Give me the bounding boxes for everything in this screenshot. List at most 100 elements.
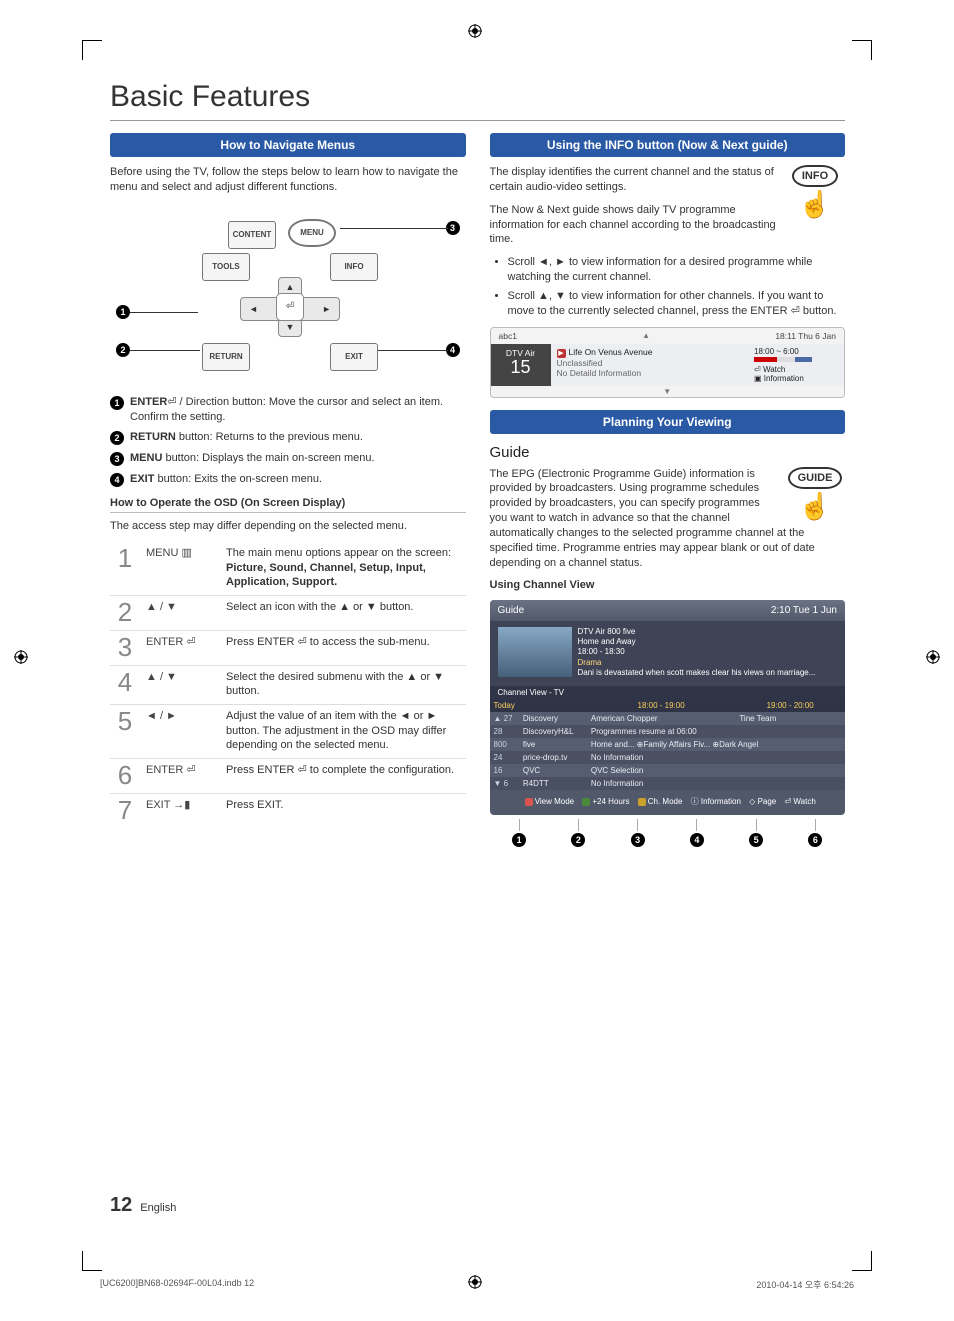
gw-thumbnail: [498, 627, 572, 677]
connector: [130, 312, 198, 313]
epg-detail: No Detaild Information: [557, 368, 743, 378]
osd-step-num: 6: [110, 759, 140, 794]
remote-return-button: RETURN: [202, 343, 250, 371]
gw-ch-num: ▼ 6: [490, 777, 519, 790]
gw-slot2: 19:00 - 20:00: [735, 699, 845, 712]
callout-3: 3 MENU button: Displays the main on-scre…: [110, 451, 466, 466]
callout-label: EXIT: [130, 473, 154, 485]
gw-prog: QVC Selection: [587, 764, 845, 777]
gw-prog: Tine Team: [735, 712, 845, 725]
gw-ch-name: five: [519, 738, 587, 751]
info-bullets: Scroll ◄, ► to view information for a de…: [490, 255, 846, 318]
gw-marker-circles: 123456: [490, 833, 846, 849]
gw-prog: American Chopper: [587, 712, 735, 725]
osd-step-symbol: ▲ / ▼: [140, 596, 220, 631]
gw-ch-num: ▲ 27: [490, 712, 519, 725]
info-button-graphic: INFO ☝: [785, 165, 845, 217]
gw-title: Guide: [498, 605, 525, 616]
epg-timespan: 18:00 ~ 6:00: [754, 347, 838, 356]
osd-step-symbol: ▲ / ▼: [140, 665, 220, 705]
legend-dot: [582, 798, 590, 806]
osd-step-text: Select an icon with the ▲ or ▼ button.: [220, 596, 466, 631]
osd-step-num: 7: [110, 793, 140, 827]
osd-step-num: 1: [110, 542, 140, 595]
epg-rating: Unclassified: [557, 358, 743, 368]
gw-desc: Dani is devastated when scott makes clea…: [578, 668, 816, 678]
gw-ch-num: 28: [490, 725, 519, 738]
callout-text: button: Returns to the previous menu.: [176, 431, 363, 443]
epg-channel-name: abc1: [499, 331, 517, 341]
gw-ch-num: 24: [490, 751, 519, 764]
osd-step-symbol: ENTER ⏎: [140, 630, 220, 665]
gw-row: ▲ 27DiscoveryAmerican ChopperTine Team: [490, 712, 846, 725]
crop-mark: [852, 1251, 872, 1271]
bullet-item: Scroll ◄, ► to view information for a de…: [508, 255, 846, 285]
gw-ch-name: QVC: [519, 764, 587, 777]
gw-marker-lines: [490, 815, 846, 833]
legend-dot: [638, 798, 646, 806]
crop-mark: [82, 1251, 102, 1271]
osd-step-text: Press ENTER ⏎ to access the sub-menu.: [220, 630, 466, 665]
registration-mark: [468, 24, 482, 38]
callout-num: 2: [110, 431, 124, 445]
osd-step-text: Press EXIT.: [220, 793, 466, 827]
epg-strip: abc1 ▲ 18:11 Thu 6 Jan DTV Air 15 ▶Life …: [490, 327, 846, 398]
gw-genre: Drama: [578, 658, 816, 668]
gw-ch-name: Discovery: [519, 712, 587, 725]
osd-steps-table: 1MENU ▥The main menu options appear on t…: [110, 542, 466, 828]
legend-page-icon: ◇: [749, 797, 755, 806]
gw-row: 16QVCQVC Selection: [490, 764, 846, 777]
gw-slot1: 18:00 - 19:00: [587, 699, 735, 712]
osd-step-num: 5: [110, 705, 140, 759]
gw-row: 24price-drop.tvNo Information: [490, 751, 846, 764]
registration-mark: [14, 650, 28, 664]
osd-step-num: 4: [110, 665, 140, 705]
dpad-enter: ⏎: [276, 293, 304, 321]
hand-icon: ☝: [799, 491, 831, 521]
connector: [130, 350, 200, 351]
remote-dpad: ▲▼ ◄► ⏎: [240, 277, 340, 337]
callout-marker-2: 2: [116, 343, 130, 357]
legend-text: Information: [701, 797, 741, 806]
epg-progress-bar: [754, 357, 812, 362]
callout-num: 3: [110, 452, 124, 466]
gw-today: Today: [490, 699, 519, 712]
legend-watch-icon: ⏎: [784, 797, 791, 806]
using-channel-view-heading: Using Channel View: [490, 579, 846, 594]
gw-legend: View Mode +24 Hours Ch. Mode ⓘ Informati…: [490, 790, 846, 815]
hand-icon: ☝: [799, 189, 831, 219]
guide-heading: Guide: [490, 444, 846, 461]
gw-row: ▼ 6R4DTTNo Information: [490, 777, 846, 790]
osd-step-text: Press ENTER ⏎ to complete the configurat…: [220, 759, 466, 794]
osd-step-num: 3: [110, 630, 140, 665]
section-header-navigate: How to Navigate Menus: [110, 133, 466, 157]
info-pill-label: INFO: [792, 165, 838, 187]
osd-step-row: 3ENTER ⏎Press ENTER ⏎ to access the sub-…: [110, 630, 466, 665]
guide-widget: Guide 2:10 Tue 1 Jun DTV Air 800 five Ho…: [490, 600, 846, 816]
osd-heading: How to Operate the OSD (On Screen Displa…: [110, 497, 466, 513]
osd-step-row: 5◄ / ►Adjust the value of an item with t…: [110, 705, 466, 759]
legend-text: +24 Hours: [592, 797, 629, 806]
osd-step-symbol: MENU ▥: [140, 542, 220, 595]
osd-step-symbol: EXIT →▮: [140, 793, 220, 827]
gw-cv-label: Channel View - TV: [490, 686, 846, 699]
legend-text: Ch. Mode: [648, 797, 683, 806]
legend-info-icon: ⓘ: [691, 797, 699, 806]
callout-label: MENU: [130, 452, 162, 464]
legend-text: Page: [758, 797, 777, 806]
guide-button-graphic: GUIDE ☝: [785, 467, 845, 519]
print-footer: [UC6200]BN68-02694F-00L04.indb 12 2010-0…: [100, 1278, 854, 1291]
remote-content-button: CONTENT: [228, 221, 276, 249]
up-arrow-icon: ▲: [642, 331, 650, 340]
osd-step-row: 2▲ / ▼Select an icon with the ▲ or ▼ but…: [110, 596, 466, 631]
epg-prog-title: Life On Venus Avenue: [569, 347, 653, 357]
gw-ch-name: R4DTT: [519, 777, 587, 790]
bullet-item: Scroll ▲, ▼ to view information for othe…: [508, 289, 846, 319]
callout-1: 1 ENTER⏎ / Direction button: Move the cu…: [110, 395, 466, 425]
page-lang: English: [140, 1202, 176, 1214]
guide-pill-label: GUIDE: [788, 467, 843, 489]
callout-4: 4 EXIT button: Exits the on-screen menu.: [110, 472, 466, 487]
gw-prog: Home and... ⊕Family Affairs Fiv... ⊕Dark…: [587, 738, 845, 751]
gw-prog: No Information: [587, 777, 845, 790]
osd-step-text: Adjust the value of an item with the ◄ o…: [220, 705, 466, 759]
